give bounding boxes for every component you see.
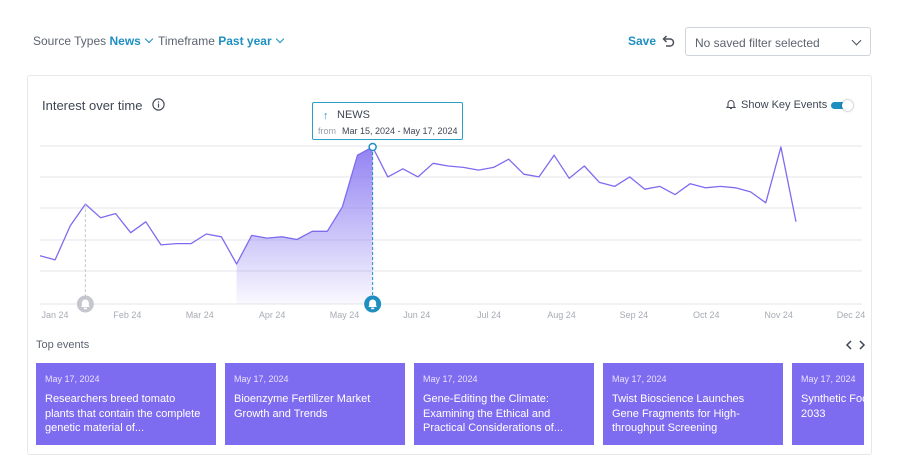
x-tick-label: Jun 24 (403, 310, 430, 320)
highlight-area (236, 147, 373, 304)
event-date: May 17, 2024 (801, 374, 856, 384)
source-types-filter[interactable]: Source Types News (33, 34, 154, 48)
bell-clapper (371, 307, 375, 310)
event-card[interactable]: May 17, 2024 Gene-Editing the Climate: E… (414, 363, 594, 445)
saved-filter-placeholder: No saved filter selected (695, 36, 820, 50)
bell-icon (368, 299, 378, 307)
event-card[interactable]: May 17, 2024 Synthetic Food Analysis and… (792, 363, 864, 445)
saved-filter-select[interactable]: No saved filter selected (685, 27, 871, 56)
tooltip-from-label: from (318, 126, 336, 136)
event-headline: Bioenzyme Fertilizer Market Growth and T… (234, 393, 371, 420)
event-date: May 17, 2024 (45, 374, 100, 384)
bell-icon (80, 299, 90, 307)
x-tick-label: Nov 24 (764, 310, 793, 320)
save-button[interactable]: Save (628, 34, 657, 48)
x-tick-label: Aug 24 (547, 310, 576, 320)
bell-clapper (83, 307, 87, 310)
key-event-marker[interactable] (76, 295, 94, 313)
tooltip-date-range: Mar 15, 2024 - May 17, 2024 (342, 126, 458, 136)
tooltip-source: NEWS (337, 109, 370, 121)
x-tick-label: Sep 24 (620, 310, 649, 320)
arrow-up-icon: ↑ (323, 110, 329, 122)
show-key-events-toggle[interactable] (831, 100, 853, 111)
event-date: May 17, 2024 (612, 374, 667, 384)
event-card[interactable]: May 17, 2024 Twist Bioscience Launches G… (603, 363, 783, 445)
timeframe-value: Past year (218, 34, 272, 48)
show-key-events-label: Show Key Events (741, 99, 828, 111)
source-types-value: News (109, 34, 141, 48)
event-date: May 17, 2024 (234, 374, 289, 384)
event-date: May 17, 2024 (423, 374, 478, 384)
event-card[interactable]: May 17, 2024 Researchers breed tomato pl… (36, 363, 216, 445)
timeframe-label: Timeframe (158, 34, 215, 48)
peak-marker (368, 142, 377, 152)
event-headline: Synthetic Food Analysis and 2033 (801, 393, 864, 420)
x-tick-label: Jan 24 (41, 310, 68, 320)
x-tick-label: Apr 24 (259, 310, 286, 320)
undo-icon[interactable] (660, 33, 676, 49)
key-event-marker-active[interactable] (364, 295, 382, 313)
event-card[interactable]: May 17, 2024 Bioenzyme Fertilizer Market… (225, 363, 405, 445)
source-types-label: Source Types (33, 34, 107, 48)
chevron-left-icon[interactable] (843, 339, 855, 351)
top-events-label: Top events (36, 339, 90, 351)
toggle-knob (842, 100, 853, 111)
x-tick-label: Mar 24 (186, 310, 214, 320)
chevron-right-icon[interactable] (856, 339, 868, 351)
x-tick-label: Feb 24 (113, 310, 141, 320)
x-tick-label: Jul 24 (477, 310, 501, 320)
event-headline: Researchers breed tomato plants that con… (45, 393, 201, 434)
toggle-track (831, 102, 851, 109)
chart-title: Interest over time (42, 98, 143, 113)
bell-icon (725, 100, 737, 110)
chart-tooltip: ↑ NEWS from Mar 15, 2024 - May 17, 2024 (312, 102, 463, 140)
top-events-carousel: May 17, 2024 Researchers breed tomato pl… (36, 363, 864, 445)
x-tick-label: May 24 (330, 310, 360, 320)
filter-bar: Source Types News Timeframe Past year Sa… (0, 0, 900, 80)
event-headline: Twist Bioscience Launches Gene Fragments… (612, 393, 745, 434)
x-tick-label: Oct 24 (693, 310, 720, 320)
series-line (39, 146, 797, 265)
timeframe-filter[interactable]: Timeframe Past year (158, 34, 284, 48)
event-headline: Gene-Editing the Climate: Examining the … (423, 393, 564, 434)
x-tick-label: Dec 24 (837, 310, 866, 320)
info-icon[interactable] (152, 98, 165, 111)
